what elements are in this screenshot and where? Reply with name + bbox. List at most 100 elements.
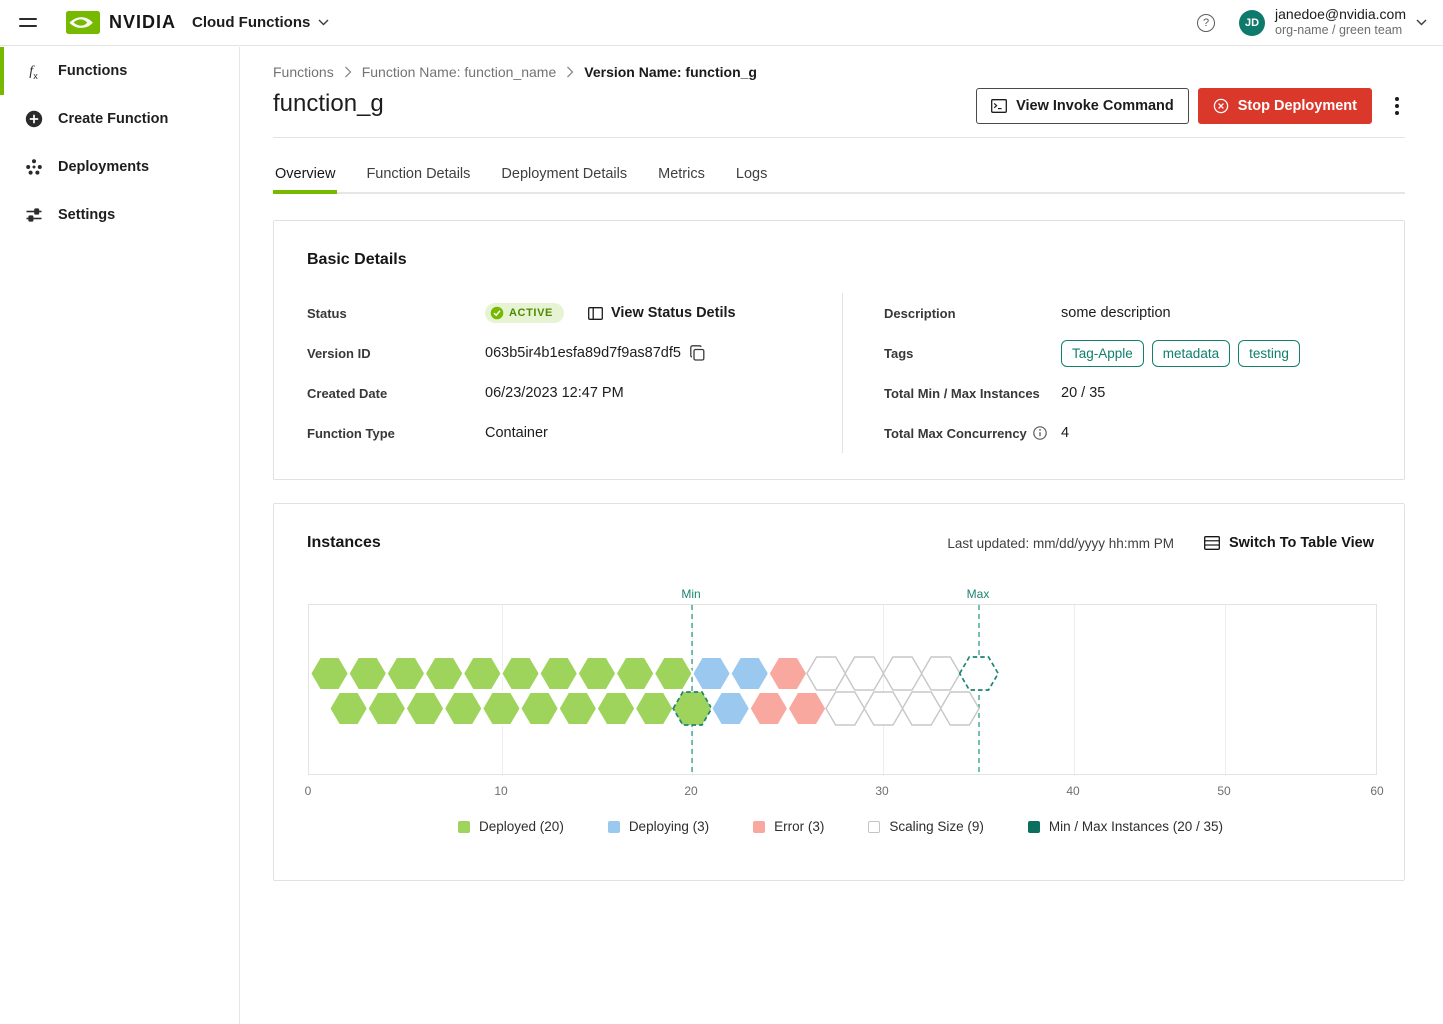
help-icon[interactable]: ? (1197, 13, 1216, 32)
breadcrumb-function-name[interactable]: Function Name: function_name (361, 64, 557, 80)
hex-instance-deployed (576, 656, 618, 691)
hex-instance-scaling (863, 691, 904, 726)
tab-overview[interactable]: Overview (273, 166, 338, 194)
hex-instance-scaling (939, 691, 980, 726)
legend-chip (753, 820, 766, 833)
hex-instance-deployed (366, 691, 408, 726)
stop-circle-icon (1213, 98, 1229, 114)
settings-sliders-icon (24, 206, 43, 224)
legend-item-error: Error (3) (753, 819, 824, 834)
table-rows-icon (1204, 536, 1220, 550)
hex-instance-deployed (672, 691, 713, 726)
tag-chip: Tag-Apple (1061, 339, 1144, 367)
hex-instance-deployed (652, 656, 694, 691)
instances-heading: Instances (307, 534, 381, 551)
x-axis-tick-label: 20 (684, 784, 698, 798)
min-line-label: Min (681, 587, 701, 601)
user-menu[interactable]: JD janedoe@nvidia.com org-name / green t… (1239, 6, 1427, 39)
sidebar: fx Functions Create Function Deployments… (0, 47, 240, 1024)
hex-instance-deployed (557, 691, 599, 726)
hex-instance-deployed (633, 691, 675, 726)
hex-instance-error (748, 691, 790, 726)
sidebar-item-create-function[interactable]: Create Function (0, 95, 239, 143)
hex-instance-scaling (920, 656, 961, 691)
hex-instance-deployed (385, 656, 427, 691)
x-axis-tick-label: 60 (1370, 784, 1384, 798)
chevron-down-icon (1416, 19, 1427, 26)
hex-instance-deployed (481, 691, 522, 726)
min-max-instances-row: Total Min / Max Instances 20 / 35 (884, 385, 1106, 401)
breadcrumb-version-name: Version Name: function_g (584, 64, 757, 80)
description-row: Description some description (884, 305, 1171, 321)
page-actions: View Invoke Command Stop Deployment (976, 88, 1405, 124)
hex-instance-deployed (595, 691, 637, 726)
hex-chart-svg (309, 605, 1226, 776)
hex-instance-deployed (404, 691, 446, 726)
hex-instance-deployed (442, 691, 484, 726)
more-options-icon[interactable] (1389, 93, 1405, 119)
status-row: Status ACTIVE (307, 303, 736, 323)
x-axis-tick-label: 0 (304, 784, 312, 798)
nvidia-wordmark: NVIDIA (109, 12, 177, 32)
hex-instance-deployed (309, 656, 350, 691)
chevron-right-icon (344, 66, 352, 78)
hex-instance-deployed (614, 656, 656, 691)
legend-chip (607, 820, 620, 833)
sidebar-item-deployments[interactable]: Deployments (0, 143, 239, 191)
hex-instance-deployed (519, 691, 560, 726)
stop-deployment-button[interactable]: Stop Deployment (1197, 88, 1372, 124)
view-status-details-link[interactable]: View Status Detils (587, 305, 736, 321)
tag-chip: testing (1238, 339, 1300, 367)
x-axis-tick-label: 30 (875, 784, 889, 798)
last-updated-text: Last updated: mm/dd/yyyy hh:mm PM (947, 535, 1174, 551)
switch-to-table-view-button[interactable]: Switch To Table View (1204, 535, 1374, 551)
view-invoke-command-button[interactable]: View Invoke Command (976, 88, 1189, 124)
panel-icon (587, 306, 603, 320)
page-title: function_g (273, 90, 384, 117)
top-bar: NVIDIA Cloud Functions ? JD janedoe@nvid… (0, 0, 1443, 46)
chart-legend: Deployed (20) Deploying (3) Error (3) Sc… (307, 819, 1374, 834)
info-icon[interactable] (1032, 426, 1047, 440)
hex-instance-deploying (691, 656, 732, 691)
avatar: JD (1239, 9, 1266, 36)
user-org: org-name / green team (1275, 23, 1403, 38)
created-date-row: Created Date 06/23/2023 12:47 PM (307, 385, 624, 401)
function-type-row: Function Type Container (307, 425, 548, 441)
chevron-down-icon (318, 19, 329, 26)
chevron-right-icon (567, 66, 574, 78)
plus-circle-icon (24, 110, 43, 128)
hex-instance-deployed (500, 656, 541, 691)
max-concurrency-value: 4 (1061, 425, 1070, 441)
hex-instance-deployed (423, 656, 465, 691)
sidebar-item-functions[interactable]: fx Functions (0, 47, 239, 95)
page-header: Functions Function Name: function_name V… (273, 47, 1405, 138)
max-line-label: Max (966, 587, 990, 601)
hex-instance-deployed (461, 656, 503, 691)
sidebar-item-settings[interactable]: Settings (0, 191, 239, 239)
product-switcher[interactable]: Cloud Functions (192, 14, 329, 31)
tag-chip: metadata (1151, 339, 1231, 367)
legend-item-min-max: Min / Max Instances (20 / 35) (1027, 819, 1223, 834)
check-circle-icon (490, 306, 504, 320)
hex-instance-scaling (882, 656, 923, 691)
breadcrumb-functions[interactable]: Functions (273, 64, 334, 80)
tab-logs[interactable]: Logs (735, 166, 768, 182)
legend-item-scaling-size: Scaling Size (9) (868, 819, 984, 834)
tab-bar: Overview Function Details Deployment Det… (273, 166, 1405, 194)
tab-function-details[interactable]: Function Details (366, 166, 471, 182)
hamburger-menu-icon[interactable] (19, 18, 37, 27)
main-content: Functions Function Name: function_name V… (240, 47, 1443, 1024)
hex-instance-scaling (901, 691, 942, 726)
copy-icon[interactable] (690, 345, 705, 361)
nvidia-logo[interactable]: NVIDIA (66, 11, 176, 34)
x-axis-tick-label: 50 (1217, 784, 1231, 798)
x-axis-tick-label: 40 (1066, 784, 1080, 798)
tab-deployment-details[interactable]: Deployment Details (501, 166, 628, 182)
description-value: some description (1061, 305, 1171, 321)
breadcrumb: Functions Function Name: function_name V… (273, 64, 1405, 80)
x-axis-tick-label: 10 (494, 784, 508, 798)
product-name: Cloud Functions (192, 14, 311, 31)
instances-hex-chart[interactable]: Min Max 0 10 20 30 40 50 60 (305, 587, 1384, 798)
tab-metrics[interactable]: Metrics (658, 166, 705, 182)
hex-instance-error (786, 691, 828, 726)
